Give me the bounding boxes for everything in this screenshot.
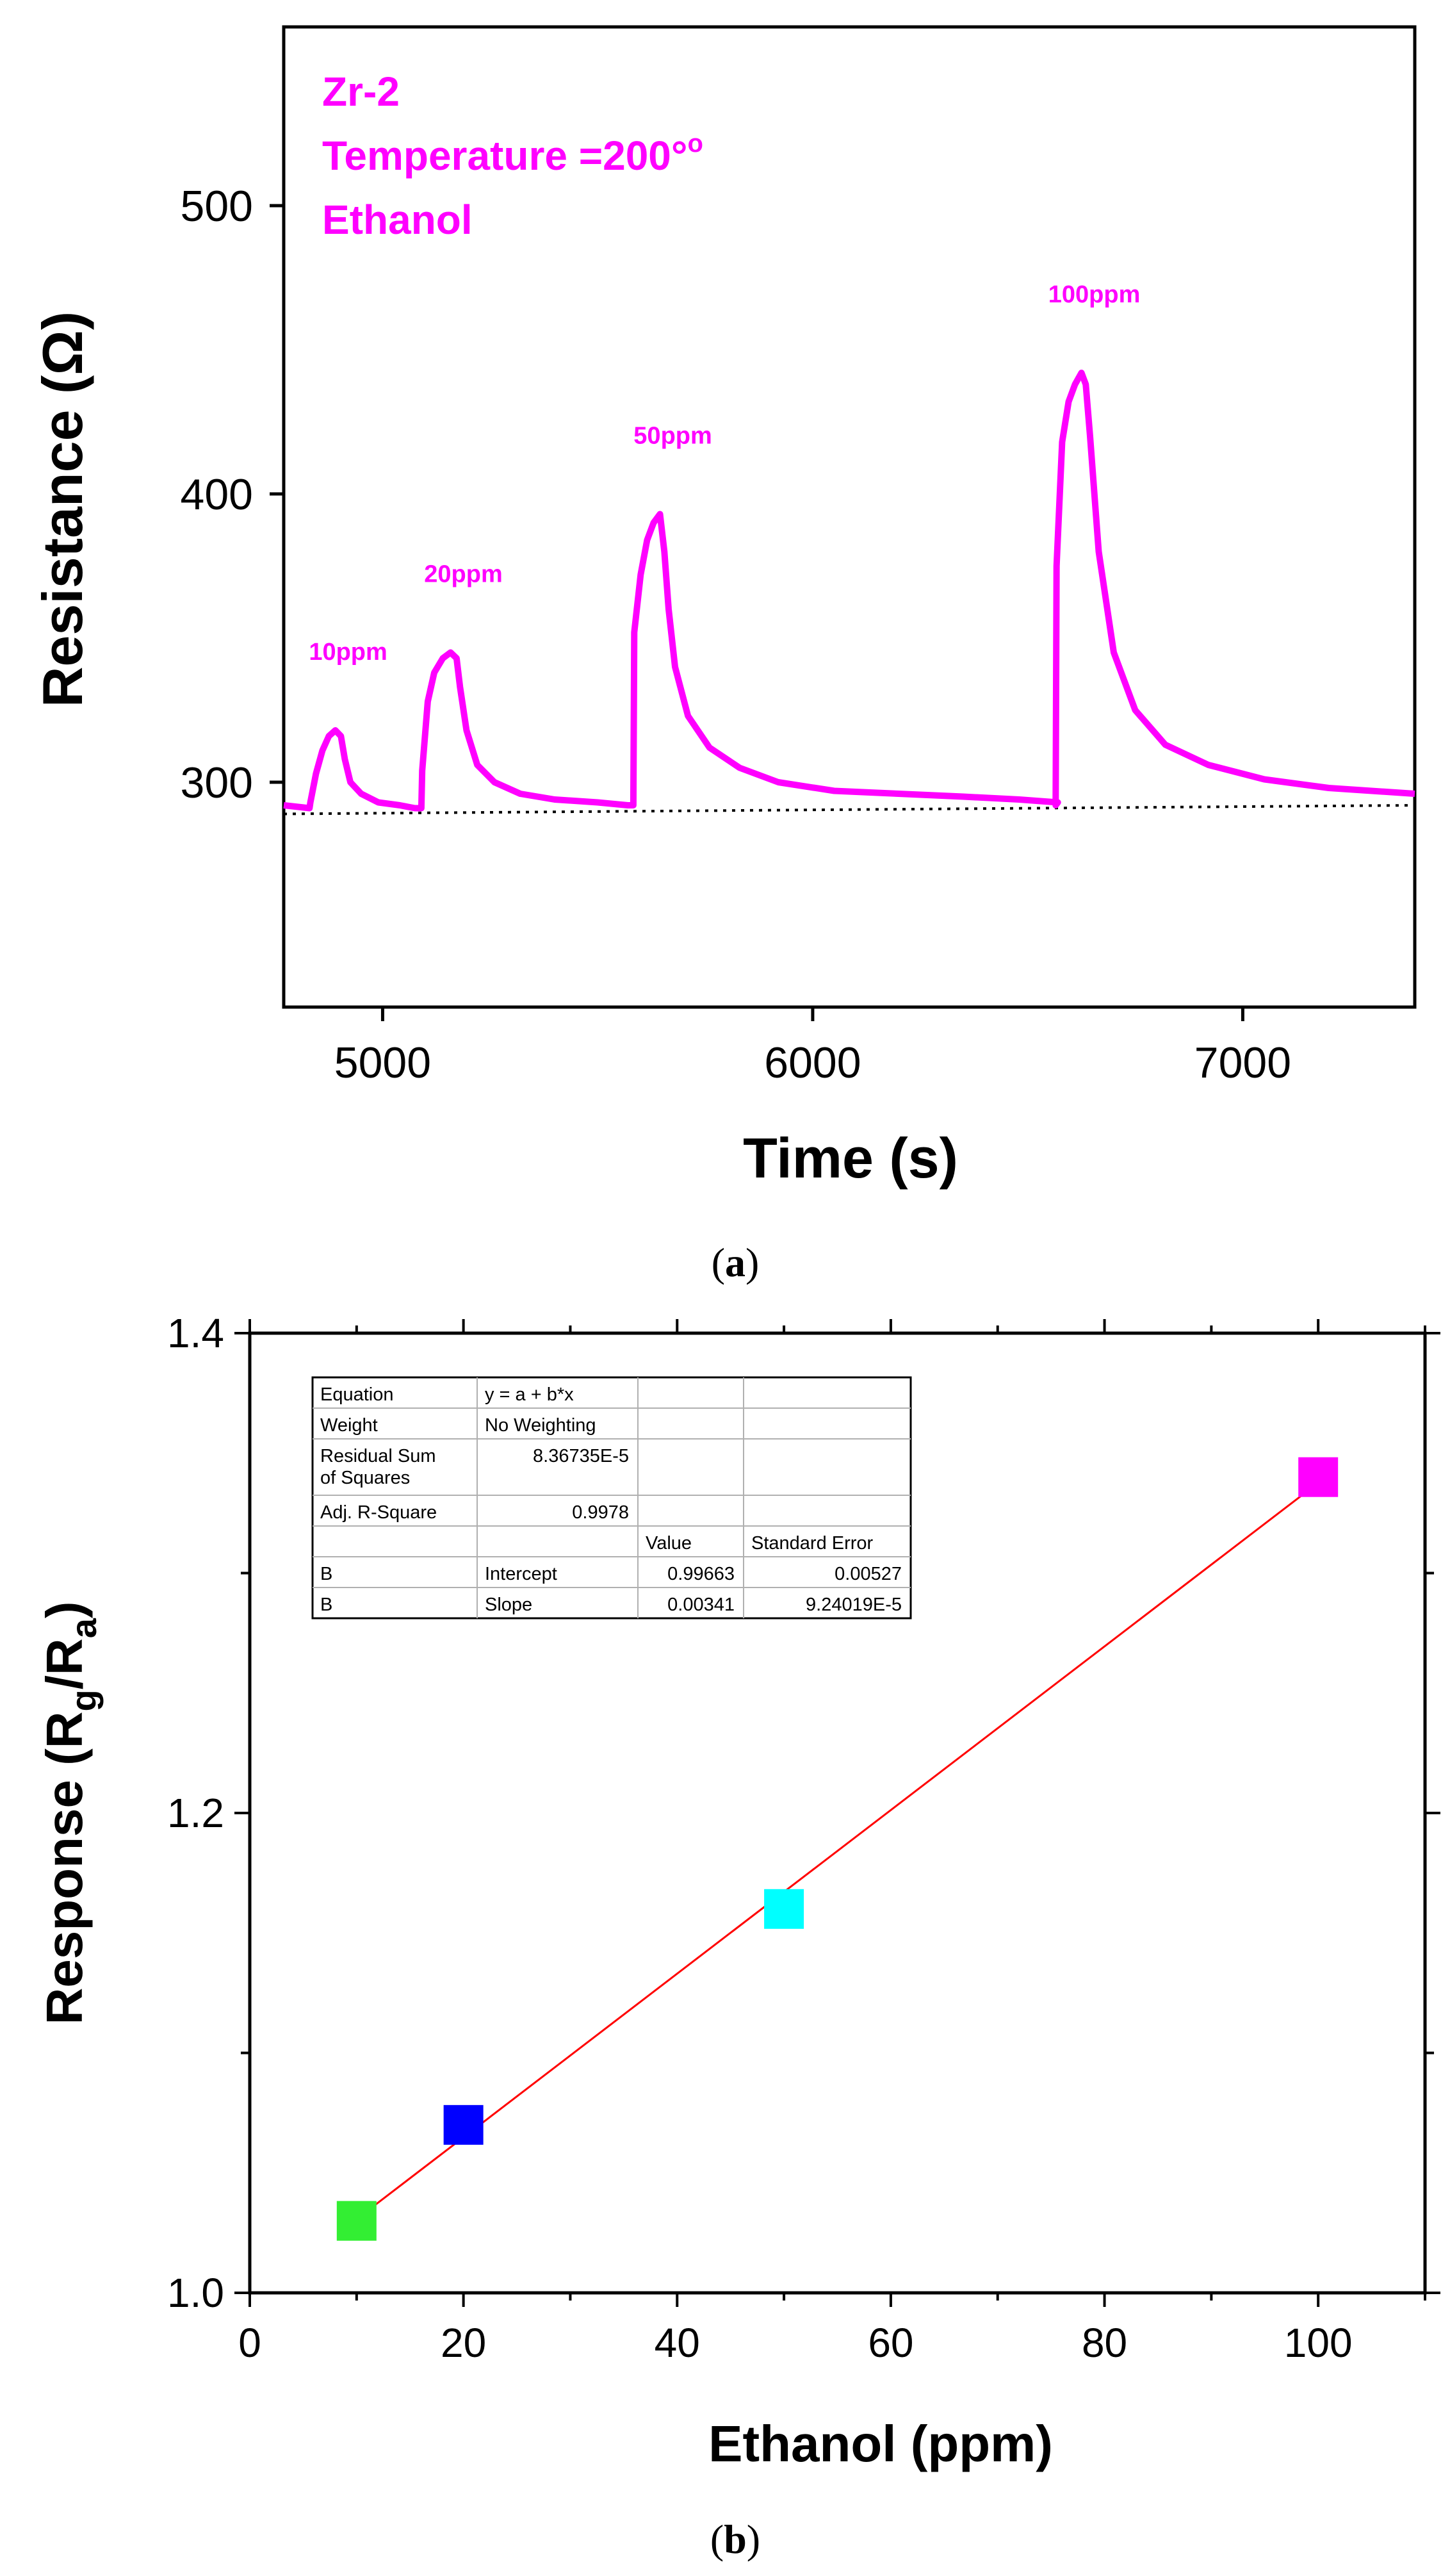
- fit-table-cell-r4-c2: Value: [646, 1533, 692, 1554]
- fit-table-cell-line: 0.00527: [835, 1564, 902, 1584]
- fit-table-cell-line: Slope: [485, 1595, 532, 1615]
- fit-table-cell-line: Intercept: [485, 1564, 557, 1584]
- fit-table-cell-r6-c1: Slope: [485, 1595, 532, 1615]
- fit-table-cell-line: 8.36735E-5: [533, 1446, 629, 1466]
- fit-table-cell-r1-c0: Weight: [320, 1415, 378, 1436]
- fit-table-cell-line: 9.24019E-5: [806, 1595, 902, 1615]
- fit-table-cell-r2-c1: 8.36735E-5: [533, 1446, 629, 1466]
- panel-a-peak-labels: 10ppm 20ppm 50ppm 100ppm: [309, 281, 1140, 666]
- b-y-tick-label-1: 1.0: [167, 2270, 224, 2316]
- fit-table-cell-r5-c2: 0.99663: [667, 1564, 735, 1584]
- fit-table-cell-r6-c3: 9.24019E-5: [806, 1595, 902, 1615]
- fit-table-cell-r5-c1: Intercept: [485, 1564, 557, 1584]
- panel-a-baseline-dotted: [283, 804, 1415, 816]
- ylabel-sub-g: g: [63, 1689, 104, 1711]
- b-y-tick-label-1.4: 1.4: [167, 1310, 224, 1356]
- panel-a-ylabel: Resistance (Ω): [31, 311, 94, 707]
- panel-a-letter: (a): [712, 1240, 760, 1285]
- fit-table-cell-r4-c3: Standard Error: [751, 1533, 874, 1554]
- y-tick-label-300: 300: [181, 759, 253, 807]
- panel-a-xlabel: Time (s): [743, 1126, 958, 1190]
- fit-table-cell-r3-c0: Adj. R-Square: [320, 1502, 437, 1523]
- fit-table-cell-line: Equation: [320, 1384, 394, 1405]
- annotation-gas: Ethanol: [322, 197, 473, 243]
- peak-label-2: 50ppm: [633, 423, 712, 450]
- peak-label-0: 10ppm: [309, 639, 387, 666]
- b-x-tick-label-20: 20: [441, 2320, 486, 2366]
- ylabel-part-2: /R: [36, 1638, 93, 1689]
- fit-table-cell-r5-c0: B: [320, 1564, 332, 1584]
- panel-b-fit-line: [355, 1482, 1319, 2220]
- fit-table-cell-r6-c0: B: [320, 1595, 332, 1615]
- fit-table-cell-r3-c1: 0.9978: [572, 1502, 629, 1523]
- fit-table-cell-line: Value: [646, 1533, 692, 1554]
- data-point-50ppm: [764, 1889, 804, 1929]
- annotation-sample: Zr-2: [322, 69, 400, 115]
- fit-table-cell-line: y = a + b*x: [485, 1384, 574, 1405]
- panel-b-ticks: 0 20 40 60 80 100 1.0 1.2 1.4: [167, 1310, 1440, 2366]
- fit-table-cell-line: 0.9978: [572, 1502, 629, 1523]
- panel-a-letter-text: a: [725, 1240, 745, 1285]
- data-point-20ppm: [443, 2104, 484, 2145]
- ylabel-sub-a: a: [63, 1618, 104, 1638]
- b-x-tick-label-100: 100: [1284, 2320, 1353, 2366]
- fit-table-cell-line: Standard Error: [751, 1533, 874, 1554]
- x-tick-label-6000: 6000: [764, 1038, 861, 1087]
- fit-table-cell-line: No Weighting: [485, 1415, 596, 1436]
- fit-table-cell-line: Residual Sum: [320, 1446, 436, 1466]
- panel-a-plot-frame: [282, 25, 1417, 1009]
- y-tick-label-400: 400: [181, 470, 253, 519]
- x-tick-label-5000: 5000: [334, 1038, 431, 1087]
- panel-a-resistance-chart: 5000 6000 7000 300 400 500 Zr-2 Temperature =…: [31, 25, 1417, 1285]
- fit-table-cell-line: B: [320, 1595, 332, 1615]
- panel-b-ylabel: Response (Rg/Ra): [36, 1602, 104, 2025]
- panel-b-letter-text: b: [724, 2516, 747, 2562]
- peak-label-1: 20ppm: [424, 561, 502, 588]
- fit-table-border: [311, 1376, 912, 1620]
- panel-b-response-chart: 0 20 40 60 80 100 1.0 1.2 1.4 Equation y = a + b*…: [36, 1310, 1440, 2562]
- panel-b-xlabel: Ethanol (ppm): [708, 2415, 1053, 2472]
- data-point-10ppm: [336, 2201, 377, 2241]
- annotation-temperature: Temperature =200°o: [322, 129, 703, 179]
- fit-table-cell-r0-c0: Equation: [320, 1384, 394, 1405]
- fit-table-cell-line: 0.99663: [667, 1564, 735, 1584]
- annotation-temperature-sup: o: [687, 129, 703, 158]
- fit-table-cell-r1-c1: No Weighting: [485, 1415, 596, 1436]
- fit-table-cell-line: Weight: [320, 1415, 378, 1436]
- data-point-100ppm: [1298, 1457, 1339, 1497]
- y-tick-label-500: 500: [181, 182, 253, 231]
- annotation-temperature-text: Temperature =200°: [322, 133, 687, 179]
- fit-results-table: Equation y = a + b*x Weight No Weighting Res…: [311, 1376, 912, 1620]
- peak-label-3: 100ppm: [1048, 281, 1141, 308]
- panel-b-data-points: [336, 1457, 1339, 2241]
- b-x-tick-label-80: 80: [1082, 2320, 1127, 2366]
- ylabel-part-1: Response (R: [36, 1712, 93, 2025]
- fit-table-cell-line: B: [320, 1564, 332, 1584]
- fit-table-cell-line: 0.00341: [667, 1595, 735, 1615]
- b-y-tick-label-1.2: 1.2: [167, 1790, 224, 1836]
- b-x-tick-label-0: 0: [238, 2320, 261, 2366]
- fit-table-cell-line: of Squares: [320, 1468, 410, 1488]
- fit-table-cell-r5-c3: 0.00527: [835, 1564, 902, 1584]
- ylabel-part-3: ): [36, 1602, 93, 1619]
- fit-table-cell-line: Adj. R-Square: [320, 1502, 437, 1523]
- panel-a-response-curve: [283, 370, 1415, 812]
- b-x-tick-label-40: 40: [655, 2320, 700, 2366]
- b-x-tick-label-60: 60: [868, 2320, 913, 2366]
- panel-a-ticks: 5000 6000 7000 300 400 500: [181, 182, 1292, 1087]
- x-tick-label-7000: 7000: [1194, 1038, 1291, 1087]
- fit-table-cell-r0-c1: y = a + b*x: [485, 1384, 574, 1405]
- panel-b-letter: (b): [710, 2516, 760, 2562]
- fit-table-cell-r2-c0: Residual Sum of Squares: [320, 1446, 436, 1488]
- fit-table-cell-r6-c2: 0.00341: [667, 1595, 735, 1615]
